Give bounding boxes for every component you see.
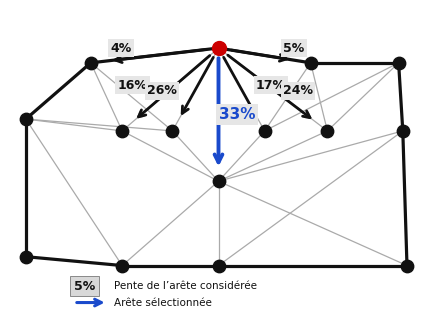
Text: 16%: 16% bbox=[118, 79, 148, 91]
Point bbox=[399, 128, 406, 134]
Text: 24%: 24% bbox=[283, 84, 313, 98]
Point bbox=[307, 60, 314, 65]
Point bbox=[395, 60, 402, 65]
Point bbox=[215, 179, 222, 184]
Text: 5%: 5% bbox=[283, 41, 305, 55]
Point bbox=[215, 263, 222, 268]
Text: 17%: 17% bbox=[256, 79, 286, 91]
Point bbox=[119, 263, 126, 268]
Point bbox=[324, 128, 331, 134]
Text: 26%: 26% bbox=[147, 84, 177, 98]
Text: 5%: 5% bbox=[74, 280, 95, 293]
Point bbox=[215, 46, 222, 51]
Point bbox=[22, 254, 29, 259]
Text: Pente de l’arête considérée: Pente de l’arête considérée bbox=[114, 281, 257, 291]
Point bbox=[87, 60, 94, 65]
Text: 33%: 33% bbox=[219, 107, 256, 122]
Point bbox=[261, 128, 268, 134]
Text: 4%: 4% bbox=[111, 41, 132, 55]
Point bbox=[119, 128, 126, 134]
Point bbox=[169, 128, 176, 134]
Text: Arête sélectionnée: Arête sélectionnée bbox=[114, 298, 212, 308]
Point bbox=[22, 117, 29, 122]
Point bbox=[403, 263, 410, 268]
